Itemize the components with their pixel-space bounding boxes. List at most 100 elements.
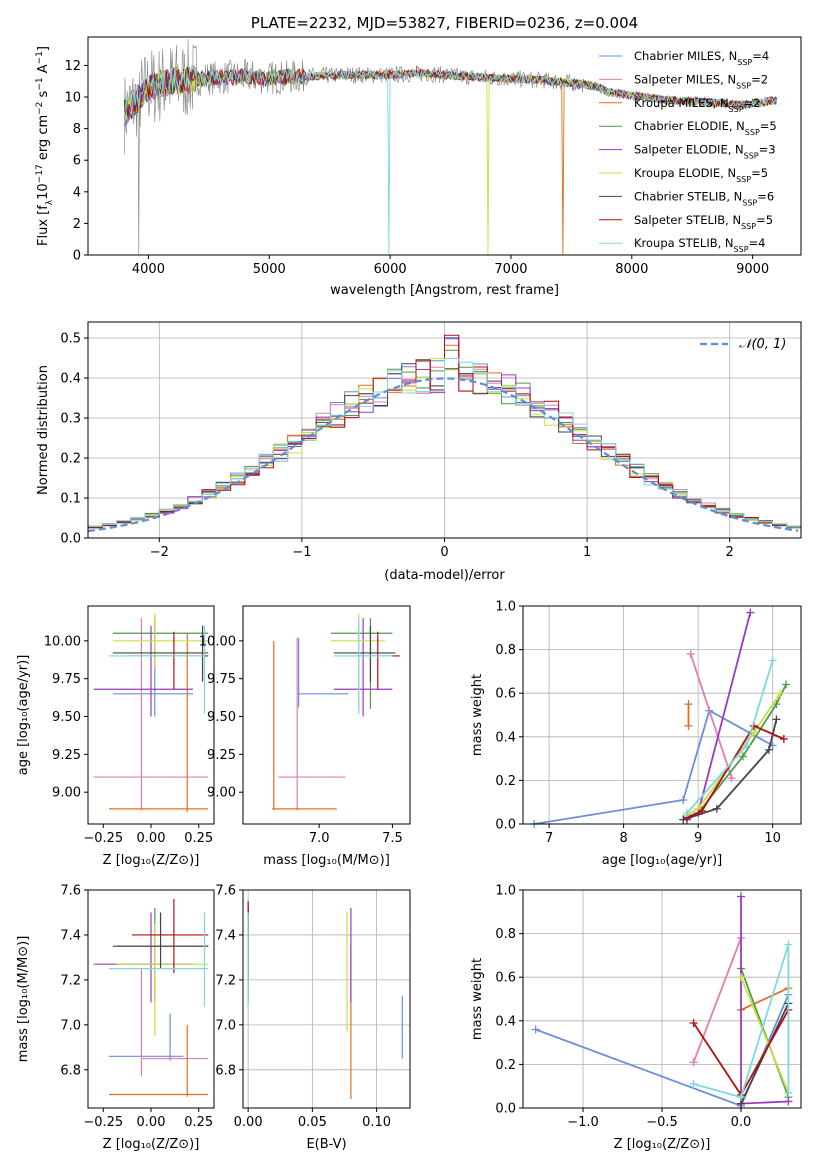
weight-point-marker [531, 1025, 540, 1034]
y-axis-label-part: A [36, 64, 51, 77]
y-axis-label: age [log₁₀(age/yr)] [16, 655, 31, 776]
weight-point-marker [684, 721, 693, 730]
x-tick-label: 7 [545, 831, 553, 846]
y-tick-label: 0.2 [495, 774, 516, 789]
weight-point-marker [689, 1058, 698, 1067]
x-tick-label: 10 [764, 831, 781, 846]
weight-point-marker [772, 715, 781, 724]
weight-point-marker [689, 1080, 698, 1089]
y-tick-label: 6.8 [215, 1063, 236, 1078]
y-axis-label-part: −2 [35, 102, 45, 115]
weight-point-marker [736, 892, 745, 901]
y-axis-label-part: −1 [35, 77, 45, 90]
errorbar-group [272, 613, 400, 811]
y-tick-label: 10 [64, 91, 81, 106]
legend-model-name: Salpeter STELIB, N [634, 213, 741, 227]
y-tick-label: 7.6 [60, 884, 81, 899]
weight-point-marker [779, 734, 788, 743]
legend-nssp: =4 [752, 49, 769, 63]
y-tick-label: 0.8 [495, 927, 516, 942]
x-tick-label: 9000 [736, 262, 769, 277]
y-tick-label: 9.50 [207, 710, 236, 725]
legend-label: Kroupa MILES, NSSP=2 [634, 96, 760, 114]
residual-histograms [88, 334, 801, 533]
x-tick-label: 0.05 [298, 1115, 327, 1130]
y-tick-label: 6 [73, 154, 81, 169]
weight-point-marker [776, 689, 785, 698]
legend-model-name: Chabrier STELIB, N [634, 189, 742, 203]
y-axis-label: mass [log₁₀(M/M⊙)] [16, 936, 31, 1063]
y-tick-label: 0.0 [495, 1102, 516, 1117]
weight-point-marker [686, 649, 695, 658]
weight-series-line [686, 724, 785, 819]
y-tick-label: 0.6 [495, 687, 516, 702]
y-tick-label: 0.4 [495, 730, 516, 745]
y-tick-label: 12 [64, 59, 81, 74]
legend-nssp: =5 [756, 213, 773, 227]
legend-label: Kroupa ELODIE, NSSP=5 [634, 166, 768, 184]
y-axis-label: mass weight [470, 958, 485, 1040]
x-tick-label: 7000 [494, 262, 527, 277]
x-tick-label: 9 [694, 831, 702, 846]
y-axis-label-part: 10 [36, 183, 51, 200]
legend-nssp: =5 [751, 166, 768, 180]
weight-point-marker [782, 680, 791, 689]
x-axis-label: age [log₁₀(age/yr)] [602, 853, 723, 868]
x-tick-label: 0.0 [731, 1115, 752, 1130]
y-axis-label-part: ] [36, 46, 51, 51]
x-axis-label: E(B-V) [306, 1137, 346, 1152]
legend-label: Kroupa STELIB, NSSP=4 [634, 236, 765, 254]
x-tick-label: −1 [292, 545, 311, 560]
x-axis-label: Z [log₁₀(Z/Z⊙)] [103, 1137, 200, 1152]
normal-curve-line [88, 377, 799, 533]
legend-nssp: =3 [759, 143, 776, 157]
y-tick-label: 0.2 [495, 1058, 516, 1073]
x-tick-label: 1 [583, 545, 591, 560]
x-tick-label: −1.0 [567, 1115, 599, 1130]
x-axis-label: Z [log₁₀(Z/Z⊙)] [614, 1137, 711, 1152]
y-tick-label: 7.2 [60, 973, 81, 988]
legend-subscript: SSP [736, 81, 751, 90]
data-spectrum-line [124, 39, 778, 255]
weight-point-marker [712, 804, 721, 813]
legend-nssp: =4 [749, 236, 766, 250]
legend-model-name: Kroupa STELIB, N [634, 236, 734, 250]
y-tick-label: 9.25 [52, 748, 81, 763]
axes-frame [242, 605, 411, 825]
y-tick-label: 0.8 [495, 643, 516, 658]
y-tick-label: 9.75 [52, 672, 81, 687]
grid-layer [88, 322, 801, 1109]
y-tick-label: 0.6 [495, 971, 516, 986]
y-tick-label: 0.5 [60, 332, 81, 347]
legend-subscript: SSP [745, 128, 760, 137]
y-axis-label-part: −1 [35, 51, 45, 64]
x-tick-label: 0.25 [184, 831, 213, 846]
legend-subscript: SSP [734, 245, 749, 254]
y-tick-label: 7.4 [60, 928, 81, 943]
axes-layer: 4000 5000 6000 7000 8000 9000024681012PLATE=2… [16, 14, 802, 1152]
weight-point-marker [768, 656, 777, 665]
y-axis-label-part: erg cm [36, 115, 51, 164]
legend-subscript: SSP [742, 198, 757, 207]
y-tick-label: 0.4 [495, 1014, 516, 1029]
weight-series-line [689, 653, 733, 779]
y-tick-label: 1.0 [495, 884, 516, 899]
legend-label: Salpeter STELIB, NSSP=5 [634, 213, 773, 231]
y-tick-label: 7.2 [215, 973, 236, 988]
legend-nssp: =2 [744, 96, 761, 110]
y-tick-label: 6.8 [60, 1063, 81, 1078]
x-tick-label: 0.00 [137, 1115, 166, 1130]
y-tick-label: 7.0 [60, 1018, 81, 1033]
legend-model-name: Salpeter ELODIE, N [634, 143, 744, 157]
y-tick-label: 0.1 [60, 492, 81, 507]
x-tick-label: 8 [619, 831, 627, 846]
x-tick-label: 6000 [374, 262, 407, 277]
weight-point-marker [682, 809, 691, 818]
x-tick-label: −0.25 [83, 1115, 123, 1130]
legend-model-name: Kroupa ELODIE, N [634, 166, 736, 180]
x-axis-label: mass [log₁₀(M/M⊙)] [263, 853, 390, 868]
x-tick-label: −2 [150, 545, 169, 560]
legend-nssp: =2 [751, 72, 768, 86]
legend-model-name: Kroupa MILES, N [634, 96, 729, 110]
